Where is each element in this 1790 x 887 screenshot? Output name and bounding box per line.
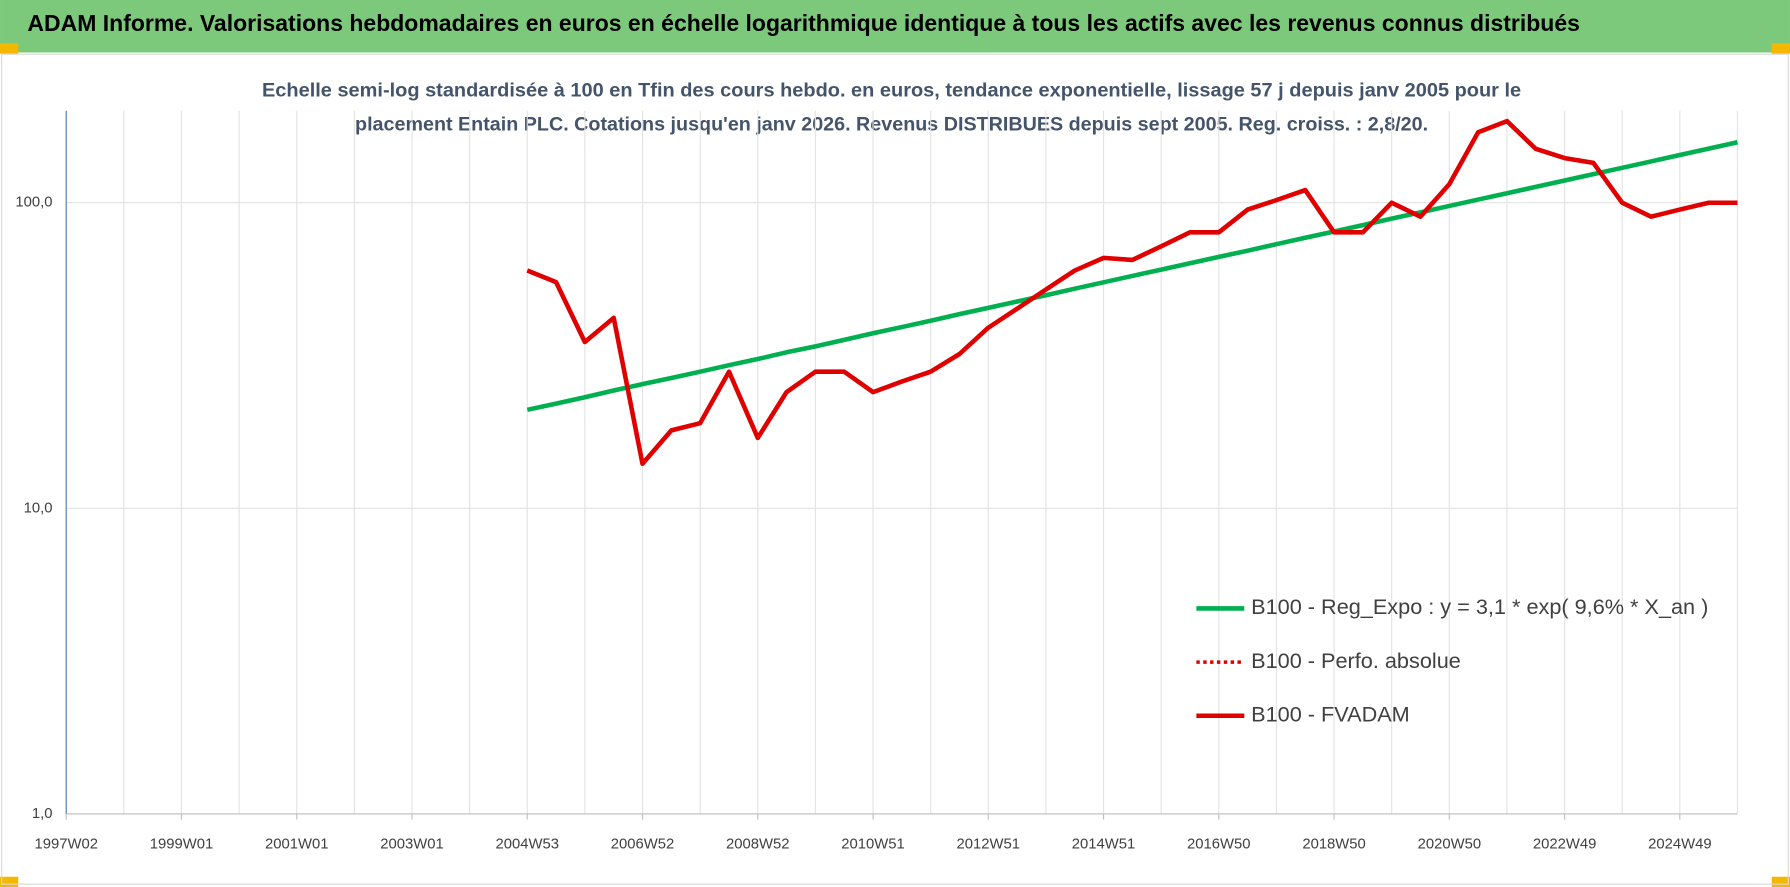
x-tick-label: 2018W50 bbox=[1302, 837, 1365, 853]
x-tick-label: 2010W51 bbox=[841, 837, 904, 853]
x-tick-label: 2016W50 bbox=[1187, 837, 1250, 853]
chart-title: ADAM Informe. Valorisations hebdomadaire… bbox=[27, 10, 1580, 36]
x-tick-label: 2022W49 bbox=[1533, 837, 1596, 853]
corner-mark bbox=[0, 876, 19, 887]
legend-label: B100 - FVADAM bbox=[1251, 701, 1410, 726]
chart-subtitle: placement Entain PLC. Cotations jusqu'en… bbox=[355, 114, 1428, 136]
x-tick-label: 2008W52 bbox=[726, 837, 789, 853]
chart-frame bbox=[1, 53, 1789, 885]
corner-mark bbox=[1771, 43, 1790, 54]
x-tick-label: 2020W50 bbox=[1418, 837, 1481, 853]
data-line bbox=[526, 140, 1738, 413]
x-tick-label: 2001W01 bbox=[265, 837, 328, 853]
legend-label: B100 - Perfo. absolue bbox=[1251, 648, 1461, 673]
corner-mark bbox=[1771, 876, 1790, 887]
legend-label: B100 - Reg_Expo : y = 3,1 * exp( 9,6% * … bbox=[1251, 594, 1708, 619]
data-line bbox=[526, 118, 1738, 466]
chart-subtitle: Echelle semi-log standardisée à 100 en T… bbox=[262, 79, 1521, 101]
x-tick-label: 2006W52 bbox=[611, 837, 674, 853]
x-tick-label: 2004W53 bbox=[496, 837, 559, 853]
y-tick-label: 10,0 bbox=[24, 500, 53, 516]
x-tick-label: 2014W51 bbox=[1072, 837, 1135, 853]
y-tick-label: 100,0 bbox=[15, 195, 52, 211]
x-tick-label: 2024W49 bbox=[1648, 837, 1711, 853]
x-tick-label: 2012W51 bbox=[957, 837, 1020, 853]
title-bar bbox=[0, 0, 1790, 53]
x-tick-label: 1999W01 bbox=[150, 837, 213, 853]
x-tick-label: 2003W01 bbox=[380, 837, 443, 853]
corner-mark bbox=[0, 43, 19, 54]
x-tick-label: 1997W02 bbox=[34, 837, 97, 853]
y-tick-label: 1,0 bbox=[32, 806, 53, 822]
